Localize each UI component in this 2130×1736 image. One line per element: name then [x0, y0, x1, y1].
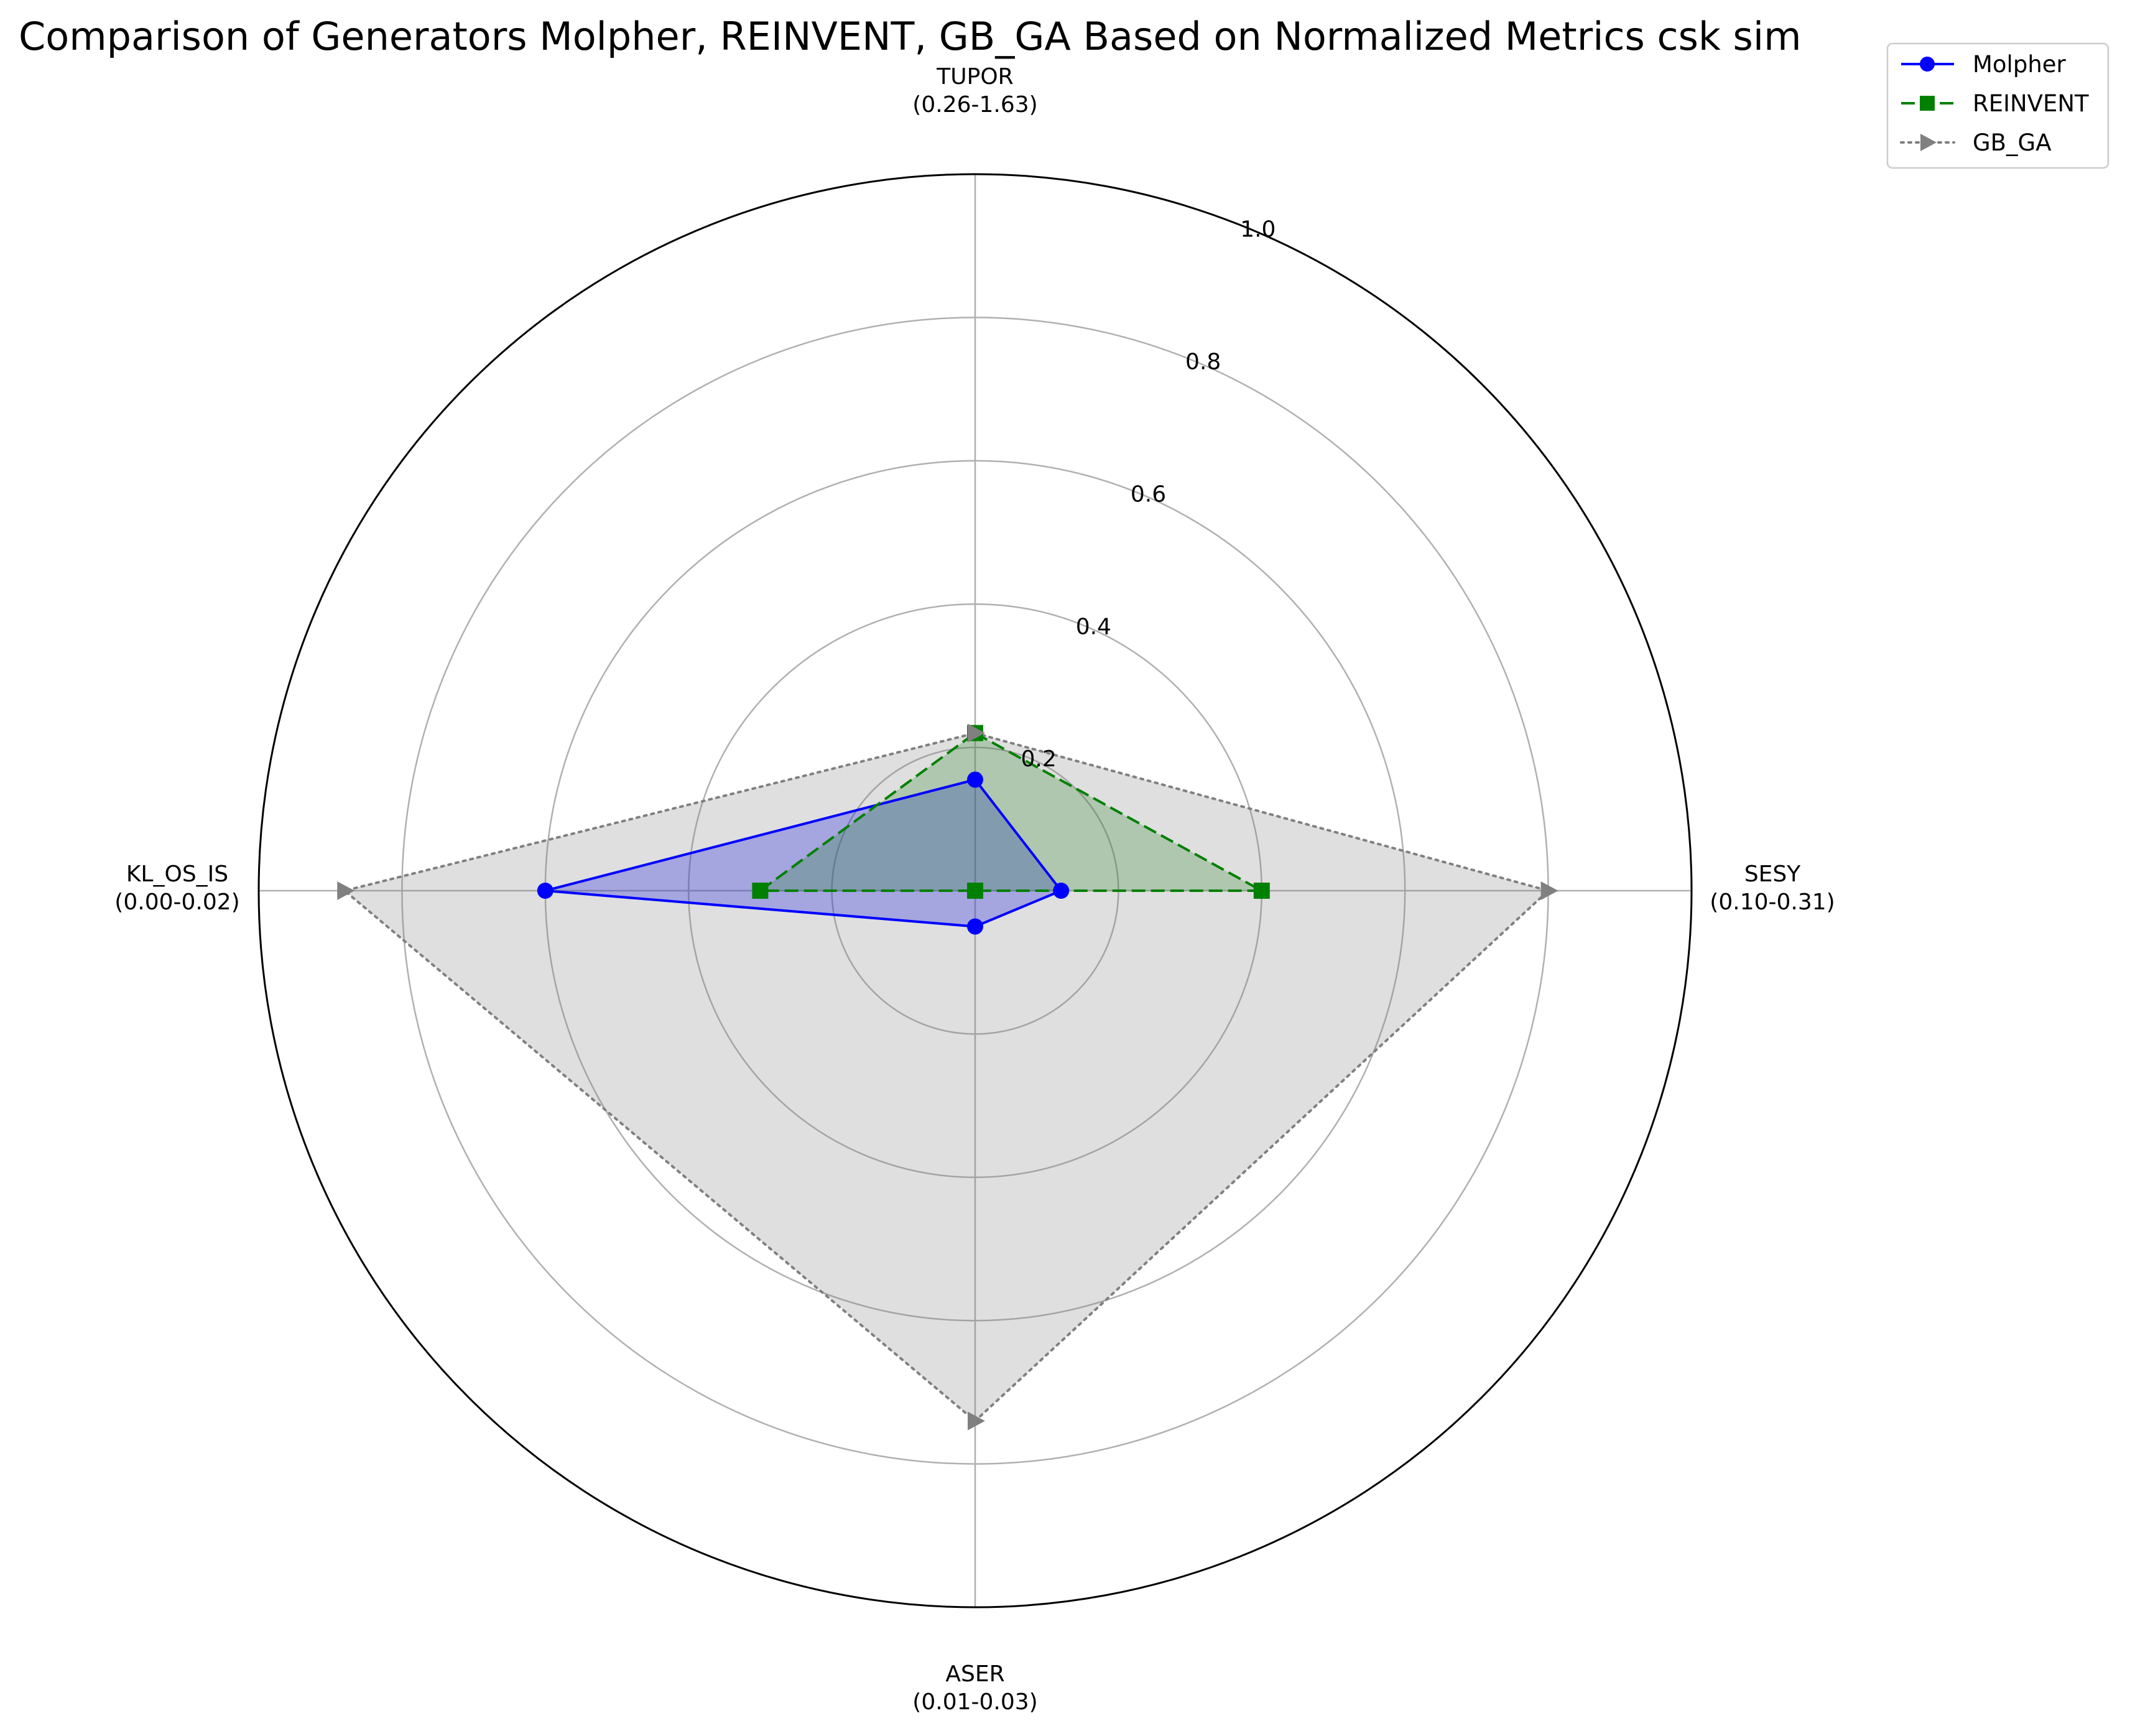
series-fills: [345, 733, 1549, 1421]
data-point-molpher-sesy: [1053, 883, 1070, 899]
radial-tick-label: 0.2: [1021, 746, 1057, 772]
data-point-gb-ga-kl_os_is: [337, 881, 355, 900]
series-fill-gb-ga: [345, 733, 1549, 1421]
legend: Molpher REINVENT GB_GA: [1886, 42, 2109, 169]
axis-label-kl_os_is: KL_OS_IS (0.00-0.02): [114, 861, 239, 915]
legend-marker-reinvent: [1920, 96, 1935, 111]
radial-tick-label: 1.0: [1240, 217, 1276, 243]
series-line-reinvent: [756, 731, 1262, 892]
axis-labels: TUPOR (0.26-1.63) SESY (0.10-0.31) ASER (0.01…: [114, 64, 1835, 1715]
series-markers: [337, 723, 1558, 1431]
data-point-molpher-aser: [967, 918, 983, 935]
data-point-reinvent-kl_os_is: [752, 883, 769, 899]
chart-title: Comparison of Generators Molpher, REINVE…: [19, 14, 1801, 59]
radial-tick-label: 0.6: [1131, 481, 1166, 507]
radial-tick-label: 0.8: [1185, 350, 1221, 375]
legend-box: [1886, 42, 2109, 169]
legend-label-reinvent: REINVENT: [1973, 90, 2089, 117]
data-point-gb-ga-tupor: [968, 723, 985, 743]
series-fill-reinvent: [760, 733, 1262, 891]
legend-label-gb-ga: GB_GA: [1973, 129, 2052, 156]
data-point-reinvent-sesy: [1253, 883, 1270, 899]
data-point-molpher-tupor: [967, 771, 983, 788]
axis-label-tupor: TUPOR (0.26-1.63): [912, 64, 1037, 118]
data-point-reinvent-aser: [967, 883, 983, 899]
radial-tick-label: 0.4: [1076, 614, 1111, 639]
legend-marker-molpher: [1920, 57, 1935, 72]
outer-frame: [257, 173, 1693, 1608]
data-point-molpher-kl_os_is: [537, 883, 553, 899]
radial-tick-labels: 0.2 0.4 0.6 0.8 1.0: [1021, 217, 1276, 772]
data-point-gb-ga-aser: [968, 1411, 985, 1431]
legend-label-molpher: Molpher: [1973, 51, 2067, 78]
data-point-gb-ga-sesy: [1540, 881, 1558, 900]
axis-label-aser: ASER (0.01-0.03): [912, 1661, 1037, 1715]
axis-label-sesy: SESY (0.10-0.31): [1710, 861, 1835, 915]
legend-marker-gb-ga: [1920, 134, 1937, 151]
